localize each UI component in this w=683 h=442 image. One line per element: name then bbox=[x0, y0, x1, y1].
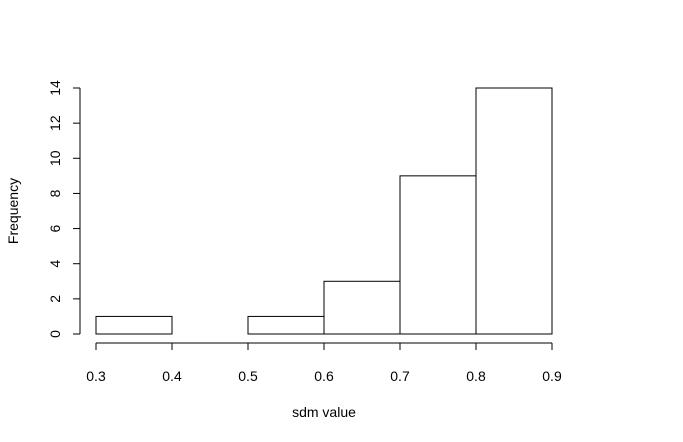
y-tick-label-7: 14 bbox=[47, 80, 63, 96]
histogram-bar-3 bbox=[323, 280, 401, 335]
histogram-bar-2 bbox=[247, 315, 325, 335]
x-axis: 0.3 0.4 0.5 0.6 0.7 0.8 0.9 bbox=[86, 342, 562, 384]
x-tick-label-0: 0.3 bbox=[86, 368, 106, 384]
y-tick-label-0: 0 bbox=[47, 330, 63, 338]
histogram-bar-4 bbox=[399, 175, 477, 335]
histogram-bar-5 bbox=[475, 87, 553, 335]
x-tick-label-2: 0.5 bbox=[238, 368, 258, 384]
y-tick-label-2: 4 bbox=[47, 260, 63, 268]
y-tick-label-3: 6 bbox=[47, 224, 63, 232]
x-tick-label-4: 0.7 bbox=[390, 368, 410, 384]
x-tick-label-1: 0.4 bbox=[162, 368, 182, 384]
y-axis-title: Frequency bbox=[5, 178, 21, 244]
x-tick-label-5: 0.8 bbox=[466, 368, 486, 384]
x-axis-title: sdm value bbox=[292, 404, 356, 420]
y-axis: 0 2 4 6 8 10 12 14 bbox=[47, 80, 81, 338]
histogram-bar-0 bbox=[95, 315, 173, 335]
bars-group bbox=[95, 87, 553, 335]
y-tick-label-1: 2 bbox=[47, 295, 63, 303]
x-tick-label-3: 0.6 bbox=[314, 368, 334, 384]
x-tick-label-6: 0.9 bbox=[542, 368, 562, 384]
y-tick-label-4: 8 bbox=[47, 189, 63, 197]
y-tick-label-5: 10 bbox=[47, 150, 63, 166]
y-tick-label-6: 12 bbox=[47, 115, 63, 131]
